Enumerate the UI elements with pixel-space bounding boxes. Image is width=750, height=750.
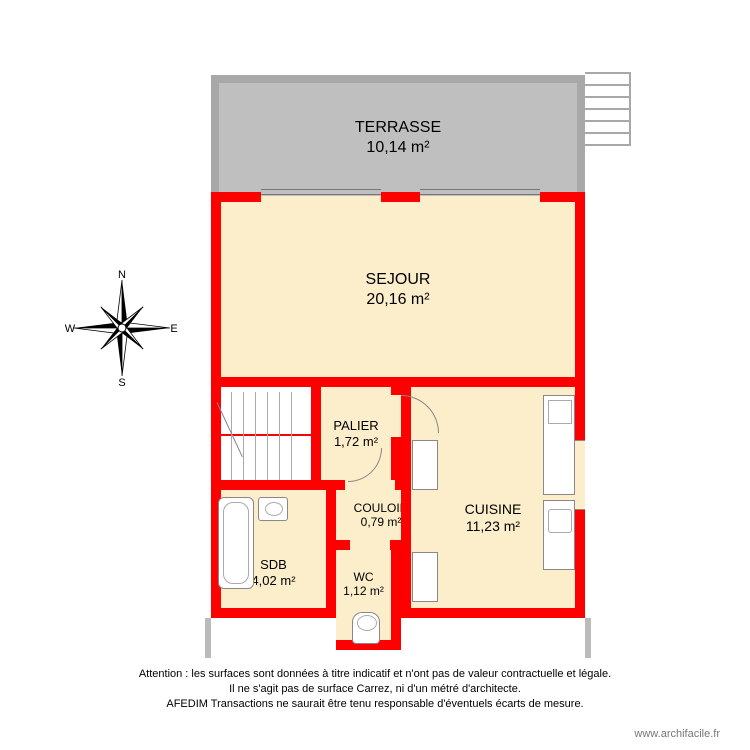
room-sdb-label: SDB 4,02 m² xyxy=(251,557,295,588)
room-cuisine-label: CUISINE 11,23 m² xyxy=(465,501,522,535)
opening xyxy=(391,395,401,437)
kitchen-sink-icon xyxy=(543,500,575,570)
window-icon xyxy=(261,194,381,195)
opening xyxy=(426,498,436,540)
window-icon xyxy=(420,194,540,195)
compass-s-label: S xyxy=(118,377,125,388)
opening xyxy=(261,196,381,204)
wall-extension xyxy=(585,618,591,658)
wall-extension xyxy=(205,618,211,658)
watermark-text: www.archifacile.fr xyxy=(634,728,720,740)
room-wc-label: WC 1,12 m² xyxy=(343,570,384,599)
disclaimer-text: Attention : les surfaces sont données à … xyxy=(0,667,750,712)
compass-icon: N E S W xyxy=(62,268,182,388)
opening xyxy=(350,540,390,550)
balcony-rails xyxy=(585,72,631,146)
room-sejour-label: SEJOUR 20,16 m² xyxy=(366,270,431,308)
opening xyxy=(420,196,540,204)
room-palier-label: PALIER 1,72 m² xyxy=(333,418,378,449)
stairs-icon xyxy=(221,392,311,480)
room-terrasse: TERRASSE 10,14 m² xyxy=(211,75,585,192)
sink-icon xyxy=(258,497,288,521)
bathtub-icon xyxy=(218,497,254,589)
toilet-icon xyxy=(352,612,380,644)
window-icon xyxy=(420,189,540,190)
compass-w-label: W xyxy=(65,323,76,335)
room-sejour: SEJOUR 20,16 m² xyxy=(211,192,585,387)
window-icon xyxy=(261,189,381,190)
floor-plan-canvas: TERRASSE 10,14 m² SEJOUR 20,16 m² xyxy=(0,0,750,750)
room-terrasse-label: TERRASSE 10,14 m² xyxy=(355,118,441,156)
compass-e-label: E xyxy=(170,323,177,335)
kitchen-island-icon xyxy=(412,552,438,602)
opening xyxy=(575,440,585,510)
kitchen-counter-icon xyxy=(543,395,575,495)
kitchen-island-icon xyxy=(412,440,438,490)
compass-n-label: N xyxy=(118,269,126,281)
